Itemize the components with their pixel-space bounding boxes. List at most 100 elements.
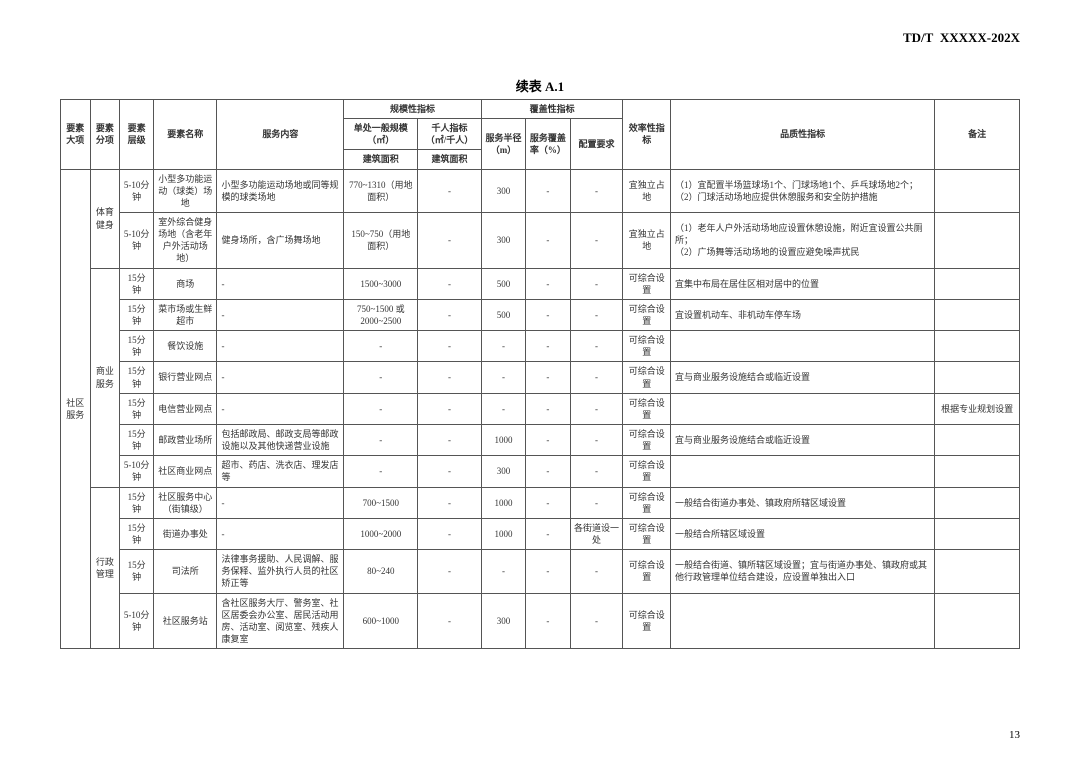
table-cell: 可综合设置 [623,424,671,455]
th-unit-scale: 单处一般规模（㎡） [344,119,418,150]
th-remark: 备注 [935,100,1020,170]
table-cell: - [418,268,481,299]
table-cell: 健身场所，含广场舞场地 [217,212,344,268]
table-cell [935,424,1020,455]
table-row: 15分钟银行营业网点------可综合设置宜与商业服务设施结合或临近设置 [61,362,1020,393]
table-cell: 80~240 [344,550,418,593]
table-cell [670,331,934,362]
table-cell: 商业服务 [90,268,120,487]
table-cell: 体育健身 [90,169,120,268]
table-cell: - [418,331,481,362]
table-cell: 可综合设置 [623,487,671,518]
table-cell: - [526,169,570,212]
table-row: 15分钟菜市场或生鲜超市-750~1500 或 2000~2500-500--可… [61,299,1020,330]
table-cell: 小型多功能运动（球类）场地 [154,169,217,212]
table-row: 15分钟电信营业网点------可综合设置根据专业规划设置 [61,393,1020,424]
table-cell [935,299,1020,330]
table-cell: - [570,456,623,487]
th-per-k: 千人指标（㎡/千人） [418,119,481,150]
table-cell: 可综合设置 [623,362,671,393]
table-cell: - [570,424,623,455]
table-cell: - [418,362,481,393]
table-row: 15分钟街道办事处-1000~2000-1000-各街道设一处可综合设置一般结合… [61,518,1020,549]
table-cell: - [570,299,623,330]
table-cell: 500 [481,268,525,299]
th-config: 配置要求 [570,119,623,169]
table-cell: - [526,362,570,393]
table-caption: 续表 A.1 [60,76,1020,95]
th-barea: 建筑面积 [344,150,418,169]
table-cell [935,268,1020,299]
table-cell [670,456,934,487]
table-cell: - [217,518,344,549]
table-cell: 300 [481,593,525,649]
table-row: 5-10分钟社区服务站含社区服务大厅、警务室、社区居委会办公室、居民活动用房、活… [61,593,1020,649]
table-cell: - [217,331,344,362]
table-cell: - [418,424,481,455]
table-cell: - [418,169,481,212]
table-cell: 可综合设置 [623,331,671,362]
table-row: 行政管理15分钟社区服务中心（街镇级）-700~1500-1000--可综合设置… [61,487,1020,518]
table-cell [935,550,1020,593]
table-cell: 5-10分钟 [120,169,154,212]
table-cell: 可综合设置 [623,518,671,549]
table-cell: 社区商业网点 [154,456,217,487]
table-cell: - [344,456,418,487]
table-cell: 1000~2000 [344,518,418,549]
table-cell: （1）老年人户外活动场地应设置休憩设施，附近宜设置公共厕所；（2）广场舞等活动场… [670,212,934,268]
table-cell: 1000 [481,487,525,518]
table-cell: 150~750（用地面积） [344,212,418,268]
table-cell: - [344,331,418,362]
table-row: 15分钟司法所法律事务援助、人民调解、服务保释、监外执行人员的社区矫正等80~2… [61,550,1020,593]
table-cell [935,456,1020,487]
table-cell: - [526,593,570,649]
table-cell: - [526,518,570,549]
table-cell: 根据专业规划设置 [935,393,1020,424]
table-cell: 宜与商业服务设施结合或临近设置 [670,424,934,455]
table-cell [935,487,1020,518]
table-cell: 一般结合所辖区域设置 [670,518,934,549]
table-cell: 司法所 [154,550,217,593]
table-cell: 宜独立占地 [623,212,671,268]
table-cell: - [418,299,481,330]
table-cell: - [217,393,344,424]
table-cell: 社区服务中心（街镇级） [154,487,217,518]
table-cell: - [217,362,344,393]
table-cell: 宜集中布局在居住区相对居中的位置 [670,268,934,299]
table-cell: 宜设置机动车、非机动车停车场 [670,299,934,330]
table-cell [935,593,1020,649]
table-row: 5-10分钟社区商业网点超市、药店、洗衣店、理发店等--300--可综合设置 [61,456,1020,487]
table-cell [670,593,934,649]
table-cell: - [526,331,570,362]
table-cell: - [526,268,570,299]
table-cell: - [481,362,525,393]
table-cell: 社区服务 [61,169,91,649]
table-cell [935,169,1020,212]
table-cell: 可综合设置 [623,393,671,424]
standards-table: 要素大项 要素分项 要素层级 要素名称 服务内容 规模性指标 覆盖性指标 效率性… [60,99,1020,649]
table-cell: 1500~3000 [344,268,418,299]
th-scale-group: 规模性指标 [344,100,481,119]
table-cell: 室外综合健身场地（含老年户外活动场地） [154,212,217,268]
th-major: 要素大项 [61,100,91,170]
table-cell: 300 [481,169,525,212]
table-cell: 邮政营业场所 [154,424,217,455]
table-cell: - [344,362,418,393]
table-row: 15分钟餐饮设施------可综合设置 [61,331,1020,362]
page-number: 13 [1009,729,1020,741]
table-cell: 300 [481,456,525,487]
table-cell: 一般结合街道、镇所辖区域设置；宜与街道办事处、镇政府或其他行政管理单位结合建设，… [670,550,934,593]
th-radius: 服务半径（m） [481,119,525,169]
th-sub: 要素分项 [90,100,120,170]
table-cell: 5-10分钟 [120,593,154,649]
table-cell: - [217,299,344,330]
table-cell: 可综合设置 [623,593,671,649]
table-cell: 可综合设置 [623,299,671,330]
table-cell: 500 [481,299,525,330]
table-cell: 15分钟 [120,268,154,299]
table-cell: - [481,331,525,362]
table-cell [935,331,1020,362]
table-cell [935,518,1020,549]
table-row: 15分钟邮政营业场所包括邮政局、邮政支局等邮政设施以及其他快递营业设施--100… [61,424,1020,455]
th-barea2: 建筑面积 [418,150,481,169]
